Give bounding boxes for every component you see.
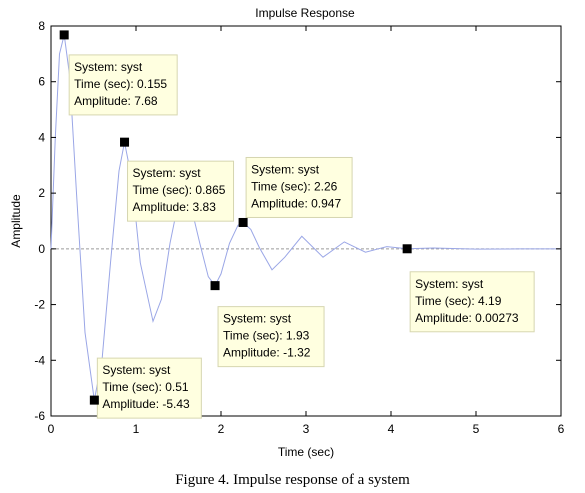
datatip-text: Time (sec): 0.155 <box>74 77 167 91</box>
y-tick-label: -2 <box>34 298 45 312</box>
x-tick-label: 6 <box>558 422 565 436</box>
datatip[interactable]: System: syst Time (sec): 0.865 Amplitude: … <box>120 137 235 222</box>
y-tick-label: 6 <box>38 75 45 89</box>
datatip-marker[interactable] <box>120 137 130 147</box>
datatip[interactable]: System: syst Time (sec): 0.51 Amplitude: -… <box>89 357 202 419</box>
x-axis-label: Time (sec) <box>278 445 334 459</box>
series-line-syst <box>50 34 561 401</box>
x-tick-label: 0 <box>48 422 55 436</box>
datatip-text: Time (sec): 4.19 <box>415 294 502 308</box>
y-tick-label: 8 <box>38 19 45 33</box>
datatip[interactable]: System: syst Time (sec): 0.155 Amplitude: … <box>59 30 178 116</box>
datatip-text: Amplitude: 0.00273 <box>415 311 519 325</box>
datatip-box <box>245 156 353 218</box>
datatip-marker[interactable] <box>210 281 220 291</box>
y-axis-label: Amplitude <box>9 194 23 248</box>
datatip-text: System: syst <box>133 166 202 180</box>
x-tick-label: 2 <box>218 422 225 436</box>
datatip-box <box>217 306 325 368</box>
datatip-text: System: syst <box>415 277 484 291</box>
datatip-box <box>409 271 535 333</box>
datatip-text: Time (sec): 1.93 <box>223 329 310 343</box>
x-tick-label: 3 <box>303 422 310 436</box>
datatip-marker[interactable] <box>89 395 99 405</box>
x-axis-ticks: 0 1 2 3 4 5 6 <box>48 26 565 436</box>
datatip-marker[interactable] <box>402 244 412 254</box>
datatip-marker[interactable] <box>238 217 248 227</box>
datatip-text: Amplitude: -1.32 <box>223 346 311 360</box>
datatip-text: Amplitude: 3.83 <box>133 200 217 214</box>
x-tick-label: 5 <box>473 422 480 436</box>
datatip-box <box>68 54 178 116</box>
datatip-text: System: syst <box>102 363 171 377</box>
datatip-text: System: syst <box>223 312 292 326</box>
datatip-text: System: syst <box>251 162 320 176</box>
datatip-text: Amplitude: 7.68 <box>74 94 158 108</box>
y-tick-label: -6 <box>34 409 45 423</box>
datatip-text: Time (sec): 2.26 <box>251 179 338 193</box>
datatip-text: Time (sec): 0.865 <box>133 183 226 197</box>
datatip[interactable]: System: syst Time (sec): 1.93 Amplitude: -… <box>210 281 325 368</box>
x-tick-label: 4 <box>388 422 395 436</box>
x-tick-label: 1 <box>133 422 140 436</box>
datatip-text: System: syst <box>74 60 143 74</box>
chart-title: Impulse Response <box>255 6 355 20</box>
datatip-box <box>127 160 235 222</box>
datatip[interactable]: System: syst Time (sec): 4.19 Amplitude: 0… <box>402 244 535 333</box>
datatip-text: Time (sec): 0.51 <box>102 380 189 394</box>
y-axis-ticks: -6 -4 -2 0 2 4 6 8 <box>34 19 561 423</box>
datatip[interactable]: System: syst Time (sec): 2.26 Amplitude: 0… <box>238 156 353 227</box>
datatips: System: syst Time (sec): 0.155 Amplitude: … <box>59 30 535 419</box>
y-tick-label: 2 <box>38 186 45 200</box>
datatip-box <box>96 357 202 419</box>
y-tick-label: 4 <box>38 130 45 144</box>
y-tick-label: 0 <box>38 242 45 256</box>
figure-caption: Figure 4. Impulse response of a system <box>175 472 410 488</box>
y-tick-label: -4 <box>34 353 45 367</box>
datatip-text: Amplitude: 0.947 <box>251 196 341 210</box>
datatip-text: Amplitude: -5.43 <box>102 397 190 411</box>
datatip-marker[interactable] <box>59 30 69 40</box>
